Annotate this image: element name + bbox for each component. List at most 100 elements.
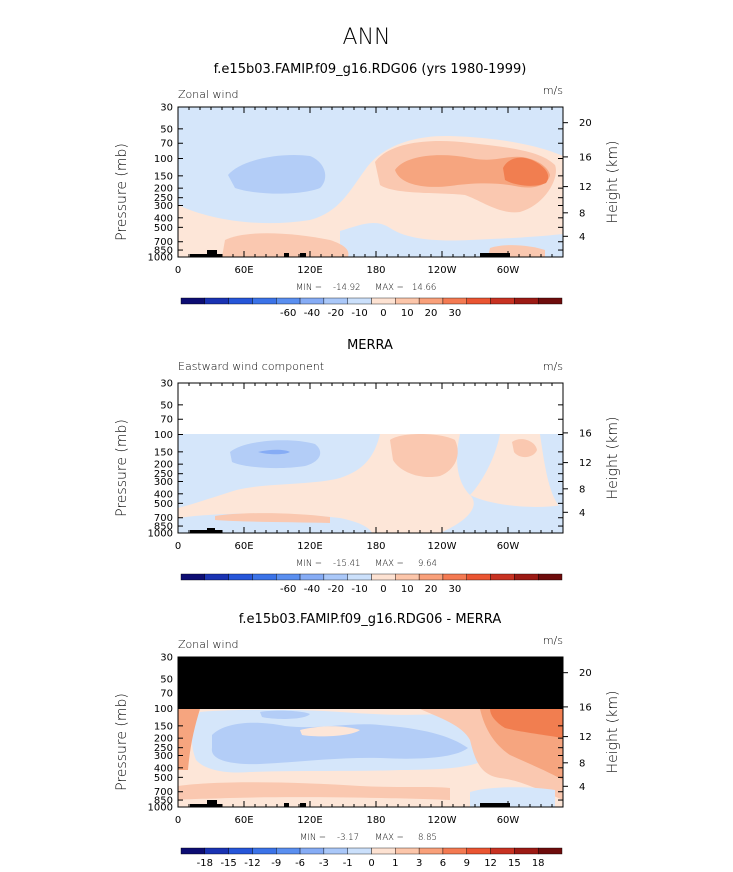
colorbar-label: 15 [508, 858, 521, 869]
colorbar-label: 18 [532, 858, 545, 869]
contour-neg-mid2 [260, 710, 310, 719]
colorbar-swatch [514, 573, 539, 581]
contour-neg-light-right2 [540, 434, 563, 510]
contour-neg-mid [211, 722, 468, 765]
x-tick-label: 120W [428, 541, 457, 552]
units-label: m/s [543, 360, 563, 373]
colorbar-swatch [299, 847, 325, 855]
colorbar-swatch [323, 847, 348, 855]
colorbar-label: -9 [271, 858, 281, 869]
y-tick-label: 700 [154, 237, 173, 248]
colorbar-swatch [537, 847, 563, 855]
plot-frame [177, 656, 564, 808]
height-tick-label: 20 [579, 668, 592, 679]
x-tick-label: 180 [366, 541, 385, 552]
colorbar-swatch [180, 297, 206, 305]
colorbar-swatch [466, 573, 491, 581]
colorbar-swatch [418, 847, 444, 855]
colorbar-label: 30 [448, 308, 461, 319]
colorbar-label: 0 [368, 858, 374, 869]
y-tick-label: 100 [154, 154, 173, 165]
y-tick-label: 150 [154, 171, 173, 182]
colorbar-swatch [323, 573, 348, 581]
x-tick-label: 60E [234, 815, 253, 826]
colorbar-swatch [204, 297, 229, 305]
contour-neg-light-right [440, 434, 563, 533]
y-tick-label: 50 [160, 674, 173, 685]
colorbar-label: -18 [197, 858, 213, 869]
contour-neg-core [258, 449, 290, 455]
y-axis-right-label: Height (km) [605, 141, 621, 224]
topography [207, 250, 217, 257]
y-tick-label: 250 [154, 469, 173, 480]
height-tick-label: 4 [579, 232, 585, 243]
colorbar-label: 6 [440, 858, 446, 869]
contour-field [178, 383, 563, 533]
variable-label: Zonal wind [178, 638, 239, 651]
y-tick-label: 250 [154, 743, 173, 754]
colorbar-swatch [252, 847, 277, 855]
contour-lower-pos [215, 513, 330, 523]
colorbar-swatch [180, 573, 206, 581]
y-tick-label: 1000 [148, 803, 173, 814]
colorbar-label: -60 [280, 584, 296, 595]
y-tick-label: 500 [154, 773, 173, 784]
colorbar-swatch [442, 573, 467, 581]
colorbar-swatch [299, 573, 325, 581]
colorbar-swatch [490, 847, 515, 855]
y-axis-label: Pressure (mb) [114, 693, 130, 791]
y-tick-label: 1000 [148, 253, 173, 264]
height-tick-label: 4 [579, 782, 585, 793]
colorbar-swatch [228, 297, 253, 305]
y-tick-label: 70 [160, 139, 173, 150]
x-tick-label: 0 [175, 815, 181, 826]
colorbar-swatch [371, 297, 396, 305]
max-value: 9.64 [418, 559, 437, 569]
units-label: m/s [543, 634, 563, 647]
x-tick-label: 0 [175, 265, 181, 276]
colorbar-swatch [395, 847, 420, 855]
page-title: ANN [343, 25, 391, 50]
topography [300, 253, 306, 257]
y-tick-label: 500 [154, 223, 173, 234]
contour-lower-pos [222, 233, 349, 257]
y-tick-label: 400 [154, 489, 173, 500]
y-tick-label: 70 [160, 415, 173, 426]
y-tick-label: 300 [154, 477, 173, 488]
topography [300, 803, 306, 807]
colorbar-label: 30 [448, 584, 461, 595]
min-label: MIN = [296, 559, 322, 569]
height-tick-label: 8 [579, 484, 585, 495]
min-value: -3.17 [337, 833, 359, 843]
colorbar-swatch [442, 847, 467, 855]
x-tick-label: 60E [234, 541, 253, 552]
height-tick-label: 16 [579, 702, 592, 713]
max-label: MAX = [375, 283, 404, 293]
units-label: m/s [543, 84, 563, 97]
x-tick-label: 120E [297, 541, 322, 552]
colorbar-swatch [490, 297, 515, 305]
colorbar-swatch [347, 847, 372, 855]
y-tick-label: 150 [154, 447, 173, 458]
y-tick-label: 850 [154, 246, 173, 257]
colorbar-swatch [299, 297, 325, 305]
colorbar: -60 -40 -20 -10 0 10 20 30 [180, 573, 563, 595]
colorbar-swatch [371, 847, 396, 855]
y-tick-label: 30 [160, 103, 173, 114]
max-value: 8.85 [418, 833, 437, 843]
y-tick-label: 100 [154, 704, 173, 715]
x-tick-label: 120E [297, 815, 322, 826]
y-tick-label: 1000 [148, 529, 173, 540]
colorbar-label: 12 [484, 858, 497, 869]
contour-pos-strong [490, 709, 563, 738]
colorbar-label: 0 [380, 308, 386, 319]
colorbar-swatch [204, 847, 229, 855]
x-tick-label: 60W [497, 541, 520, 552]
panel-model: f.e15b03.FAMIP.f09_g16.RDG06 (yrs 1980-1… [114, 62, 621, 319]
colorbar-label: 20 [425, 308, 438, 319]
colorbar-swatch [418, 297, 444, 305]
topography [207, 800, 217, 807]
